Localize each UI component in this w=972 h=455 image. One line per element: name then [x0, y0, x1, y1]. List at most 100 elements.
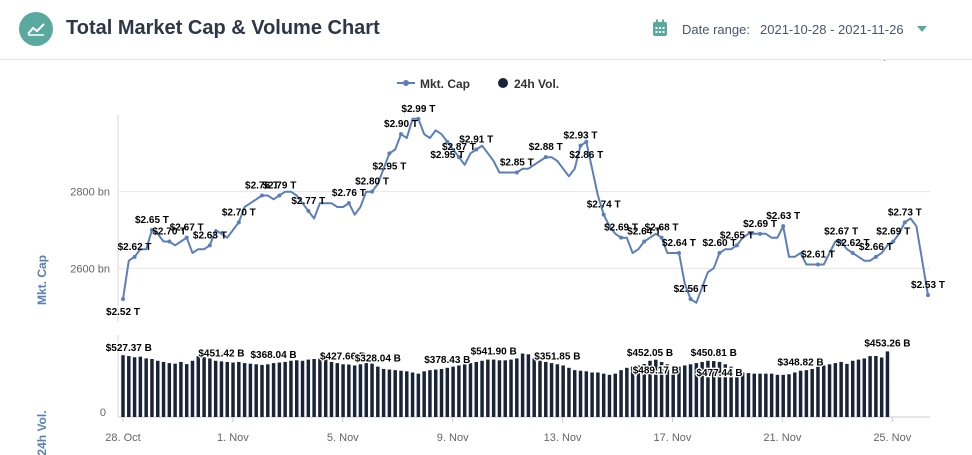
volume-bar[interactable]	[544, 361, 548, 417]
volume-bar[interactable]	[323, 359, 328, 417]
volume-bar[interactable]	[312, 359, 316, 417]
mktcap-point[interactable]	[601, 212, 606, 217]
volume-bar[interactable]	[793, 372, 797, 417]
volume-bar[interactable]	[410, 372, 415, 417]
mktcap-point[interactable]	[306, 208, 311, 213]
mktcap-point[interactable]	[676, 251, 681, 255]
volume-bar[interactable]	[706, 360, 710, 417]
volume-bar[interactable]	[248, 363, 253, 417]
volume-bar[interactable]	[457, 365, 461, 417]
mktcap-point[interactable]	[398, 132, 403, 137]
volume-bar[interactable]	[138, 356, 143, 417]
legend-mktcap[interactable]: Mkt. Cap	[420, 77, 470, 91]
volume-bar[interactable]	[555, 364, 560, 417]
volume-bar[interactable]	[509, 359, 513, 417]
volume-bar[interactable]	[538, 360, 542, 417]
volume-bar[interactable]	[480, 360, 484, 417]
volume-bar[interactable]	[503, 360, 507, 417]
volume-bar[interactable]	[532, 358, 536, 417]
mktcap-point[interactable]	[850, 251, 855, 255]
volume-bar[interactable]	[161, 361, 166, 417]
mktcap-point[interactable]	[891, 239, 896, 244]
mktcap-point[interactable]	[758, 231, 763, 236]
mktcap-point[interactable]	[902, 220, 907, 225]
mktcap-point[interactable]	[277, 193, 282, 198]
volume-bar[interactable]	[318, 358, 322, 417]
volume-bar[interactable]	[816, 366, 820, 417]
mktcap-point[interactable]	[445, 139, 450, 144]
volume-bar[interactable]	[787, 374, 791, 417]
volume-bar[interactable]	[266, 364, 270, 417]
volume-bar[interactable]	[845, 363, 849, 417]
chart-legend[interactable]: Mkt. Cap 24h Vol.	[397, 77, 559, 91]
mktcap-point[interactable]	[149, 228, 154, 232]
volume-bar[interactable]	[735, 370, 739, 417]
volume-bar[interactable]	[665, 364, 670, 417]
mktcap-point[interactable]	[688, 297, 693, 301]
volume-bar[interactable]	[295, 360, 299, 417]
volume-bar[interactable]	[208, 358, 212, 417]
volume-bar[interactable]	[526, 354, 531, 417]
volume-bar[interactable]	[515, 358, 519, 417]
volume-bar[interactable]	[381, 368, 386, 417]
mktcap-point[interactable]	[584, 139, 589, 144]
volume-bar[interactable]	[497, 360, 502, 417]
volume-bar[interactable]	[752, 373, 756, 417]
volume-bar[interactable]	[179, 361, 183, 417]
volume-bar[interactable]	[775, 374, 780, 417]
volume-bar[interactable]	[601, 373, 606, 417]
mktcap-point[interactable]	[370, 189, 375, 194]
caret-down-icon[interactable]	[917, 26, 927, 32]
mktcap-point[interactable]	[839, 239, 844, 244]
volume-bar[interactable]	[856, 359, 861, 417]
volume-bar[interactable]	[173, 363, 177, 417]
mktcap-point[interactable]	[416, 116, 421, 121]
volume-bar[interactable]	[874, 355, 878, 417]
mktcap-point[interactable]	[815, 262, 820, 267]
mktcap-point[interactable]	[167, 239, 172, 244]
volume-bar[interactable]	[300, 360, 305, 417]
volume-bar[interactable]	[694, 363, 699, 417]
mktcap-point[interactable]	[236, 220, 241, 225]
volume-bar[interactable]	[642, 364, 646, 417]
volume-bar[interactable]	[242, 363, 247, 417]
volume-bar[interactable]	[439, 368, 444, 417]
volume-bar[interactable]	[468, 363, 473, 417]
volume-bar[interactable]	[283, 361, 287, 417]
volume-bar[interactable]	[156, 360, 160, 417]
volume-bar[interactable]	[196, 356, 201, 417]
volume-bar[interactable]	[862, 358, 867, 417]
volume-bar[interactable]	[833, 363, 838, 417]
volume-bar[interactable]	[798, 370, 803, 417]
volume-bar[interactable]	[387, 369, 392, 417]
volume-bar[interactable]	[619, 370, 623, 417]
mktcap-point[interactable]	[873, 254, 878, 259]
volume-bar[interactable]	[433, 369, 438, 417]
volume-bar[interactable]	[474, 361, 479, 417]
mktcap-point[interactable]	[926, 293, 930, 298]
volume-bar[interactable]	[879, 357, 884, 417]
volume-bar[interactable]	[416, 373, 421, 417]
volume-bar[interactable]	[810, 368, 814, 417]
volume-bar[interactable]	[405, 371, 409, 417]
volume-bar[interactable]	[578, 370, 583, 417]
volume-bar[interactable]	[729, 366, 733, 417]
volume-bar[interactable]	[445, 367, 450, 417]
mktcap-point[interactable]	[184, 235, 189, 240]
volume-bar[interactable]	[549, 363, 554, 417]
volume-bar[interactable]	[584, 371, 589, 417]
volume-bar[interactable]	[462, 364, 467, 417]
volume-bar[interactable]	[277, 362, 282, 417]
volume-bar[interactable]	[219, 361, 224, 417]
volume-bar[interactable]	[659, 361, 664, 417]
volume-bar[interactable]	[630, 366, 635, 417]
volume-bar[interactable]	[132, 357, 137, 417]
date-range-value[interactable]: 2021-10-28 - 2021-11-26	[760, 22, 904, 37]
volume-bar[interactable]	[683, 365, 687, 417]
mktcap-point[interactable]	[619, 235, 624, 240]
volume-bar[interactable]	[671, 365, 675, 417]
volume-bar[interactable]	[567, 367, 571, 417]
volume-bar[interactable]	[190, 360, 195, 417]
volume-bar[interactable]	[520, 353, 525, 417]
mktcap-point[interactable]	[474, 147, 479, 152]
